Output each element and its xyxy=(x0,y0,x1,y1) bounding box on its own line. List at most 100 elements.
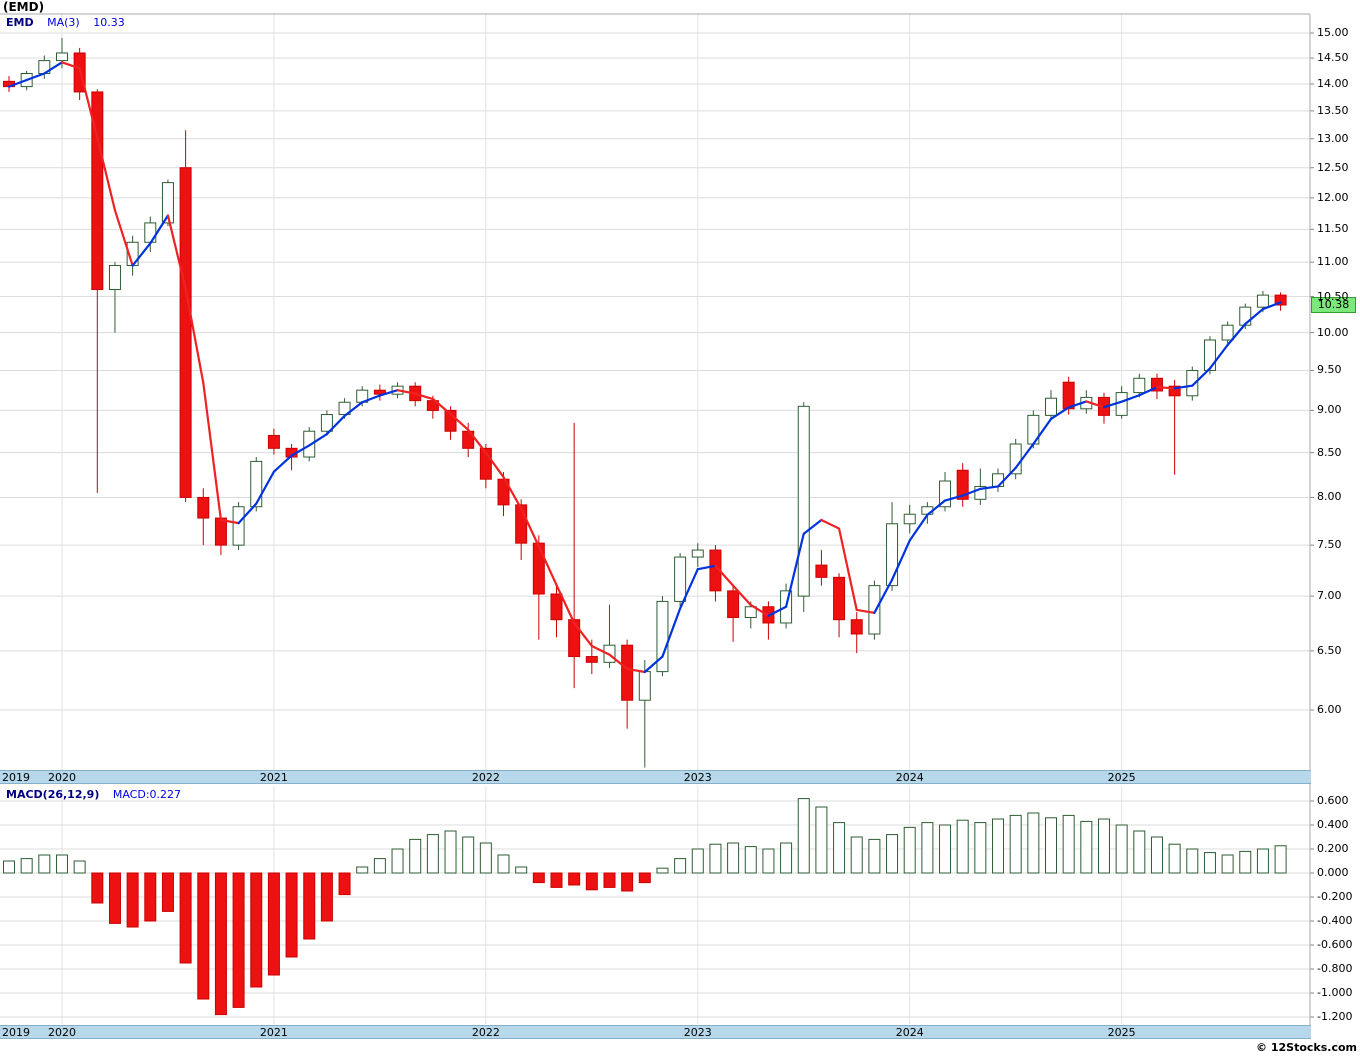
year-label: 2024 xyxy=(895,1026,924,1039)
candle-down xyxy=(515,504,528,544)
macd-bar-positive xyxy=(1203,852,1216,874)
macd-bar-negative xyxy=(250,872,263,988)
macd-bar-positive xyxy=(815,806,828,874)
macd-bar-positive xyxy=(1239,850,1252,874)
macd-bar-positive xyxy=(850,836,863,874)
candle-down xyxy=(621,644,634,701)
candle-down xyxy=(532,542,545,595)
macd-bar-negative xyxy=(232,872,245,1008)
candle-up xyxy=(886,523,899,587)
macd-bar-positive xyxy=(691,848,704,874)
price-tick-label: 8.00 xyxy=(1317,490,1342,504)
candle-up xyxy=(1221,324,1234,341)
year-label: 2020 xyxy=(47,771,76,784)
price-tick-label: 10.00 xyxy=(1317,325,1349,339)
macd-tick-label: -0.800 xyxy=(1317,962,1353,975)
macd-bar-positive xyxy=(426,834,439,874)
macd-bar-negative xyxy=(179,872,192,964)
candle-up xyxy=(232,506,245,546)
candle-up xyxy=(161,182,174,224)
macd-tick-label: -1.200 xyxy=(1317,1010,1353,1023)
candle-up xyxy=(939,480,952,508)
macd-bar-positive xyxy=(462,836,475,874)
price-tick-label: 9.50 xyxy=(1317,363,1342,377)
candle-down xyxy=(727,590,740,619)
macd-bar-positive xyxy=(921,822,934,874)
macd-bar-negative xyxy=(285,872,298,958)
candle-down xyxy=(179,167,192,498)
copyright-label: © 12Stocks.com xyxy=(1256,1041,1357,1054)
candle-down xyxy=(426,400,439,411)
candle-down xyxy=(214,517,227,546)
price-tick-label: 6.00 xyxy=(1317,703,1342,716)
macd-bar-positive xyxy=(3,860,15,874)
macd-tick-label: 0.000 xyxy=(1317,866,1349,879)
candle-down xyxy=(197,496,210,519)
macd-bar-positive xyxy=(1133,830,1146,874)
macd-bar-negative xyxy=(320,872,333,922)
candle-down xyxy=(956,469,969,500)
macd-bar-positive xyxy=(1256,848,1269,874)
year-label: 2020 xyxy=(47,1026,76,1039)
macd-bar-negative xyxy=(144,872,157,922)
price-tick-label: 7.00 xyxy=(1317,589,1342,603)
candle-up xyxy=(1133,377,1146,394)
macd-bar-negative xyxy=(108,872,121,924)
candle-up xyxy=(691,549,704,558)
macd-legend: MACD(26,12,9) MACD:0.227 xyxy=(6,788,191,801)
macd-bar-negative xyxy=(585,872,598,891)
macd-bar-positive xyxy=(1186,848,1199,874)
macd-bar-positive xyxy=(38,854,51,874)
current-price-badge: 10.38 xyxy=(1311,297,1356,314)
macd-bar-negative xyxy=(214,872,227,1016)
candle-up xyxy=(974,485,987,500)
price-tick-label: 11.00 xyxy=(1317,255,1349,269)
year-label: 2023 xyxy=(683,1026,712,1039)
macd-bar-positive xyxy=(515,866,528,874)
candle-up xyxy=(1239,306,1252,326)
macd-bar-negative xyxy=(621,872,634,892)
macd-bar-positive xyxy=(780,842,793,874)
macd-tick-label: -0.600 xyxy=(1317,938,1353,951)
macd-bar-positive xyxy=(1168,843,1181,874)
candle-down xyxy=(815,564,828,578)
candle-up xyxy=(144,222,157,243)
candle-up xyxy=(1044,397,1057,416)
price-tick-label: 12.50 xyxy=(1317,160,1349,174)
macd-bar-negative xyxy=(91,872,104,904)
macd-bar-positive xyxy=(992,818,1005,874)
macd-bar-positive xyxy=(903,826,916,874)
candle-up xyxy=(320,414,333,432)
macd-bar-positive xyxy=(73,860,86,874)
macd-bar-positive xyxy=(727,842,740,874)
candle-up xyxy=(868,585,881,635)
macd-bar-negative xyxy=(303,872,316,940)
macd-bar-positive xyxy=(55,854,68,874)
candle-up xyxy=(55,52,68,62)
candle-down xyxy=(550,593,563,621)
macd-tick-label: 0.200 xyxy=(1317,842,1349,855)
candle-down xyxy=(1168,385,1181,397)
macd-bar-positive xyxy=(762,848,775,874)
candle-down xyxy=(568,619,581,658)
candle-up xyxy=(744,606,757,619)
price-tick-label: 8.50 xyxy=(1317,445,1342,459)
year-label: 2019 xyxy=(2,1026,30,1039)
candle-up xyxy=(797,405,810,597)
macd-bar-negative xyxy=(532,872,545,884)
macd-bar-negative xyxy=(126,872,139,928)
macd-bar-negative xyxy=(603,872,616,888)
candle-up xyxy=(1203,339,1216,371)
macd-bar-positive xyxy=(1097,818,1110,874)
candle-up xyxy=(674,556,687,602)
macd-legend-label: MACD(26,12,9) xyxy=(6,788,100,801)
year-label: 2022 xyxy=(471,771,500,784)
macd-bar-positive xyxy=(1027,812,1040,874)
candle-up xyxy=(903,513,916,525)
macd-bar-negative xyxy=(568,872,581,886)
macd-tick-label: -0.400 xyxy=(1317,914,1353,927)
macd-bar-positive xyxy=(674,858,687,874)
candle-down xyxy=(479,447,492,480)
chart-title: (EMD) xyxy=(3,0,45,14)
